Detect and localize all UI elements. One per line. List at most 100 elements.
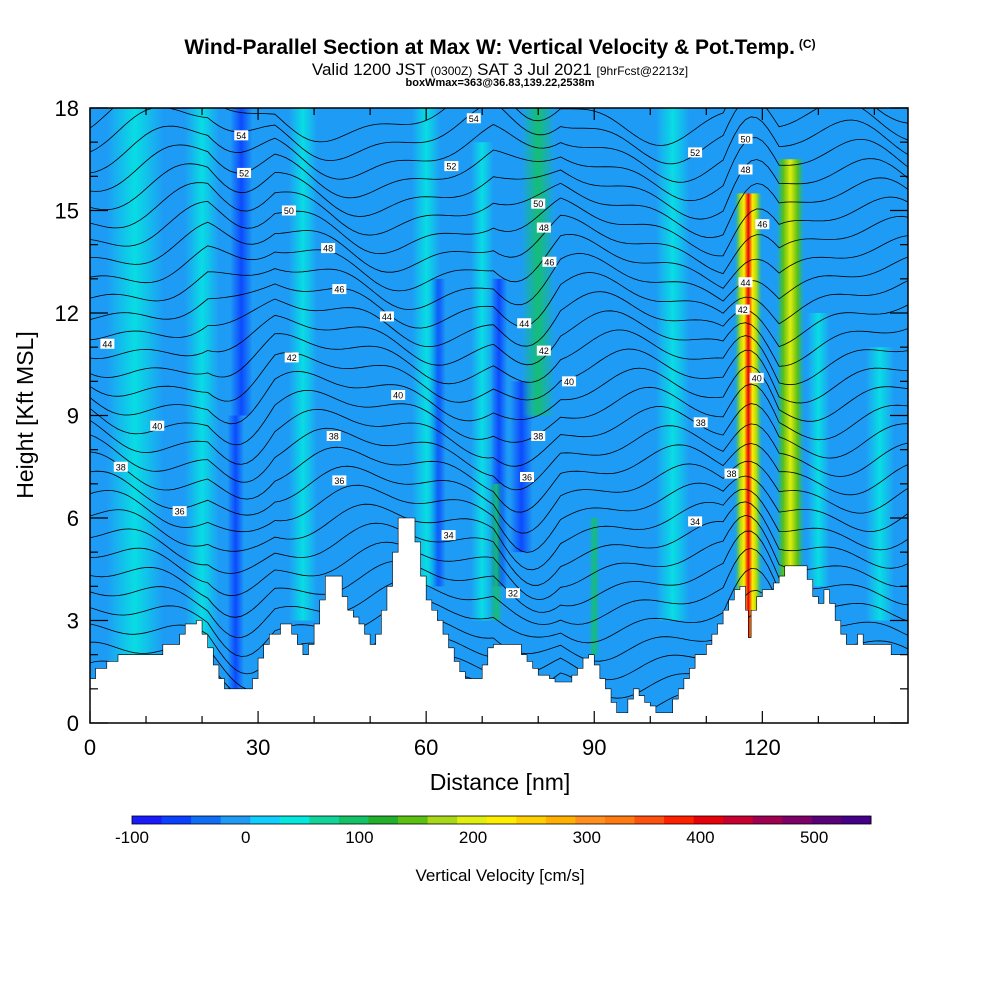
theta-contour-label: 50 (281, 205, 296, 216)
theta-contour-label: 40 (391, 390, 406, 401)
contour-label-bg (536, 345, 551, 356)
contour-label-bg (755, 219, 770, 230)
forecast-tag: [9hrFcst@2213z] (596, 64, 689, 78)
colorbar-swatch (309, 816, 340, 824)
velocity-band (412, 108, 441, 587)
theta-contour-label: 42 (735, 304, 750, 315)
theta-contour-label: 44 (738, 277, 753, 288)
contour-label-text: 44 (382, 312, 392, 322)
theta-contour (90, 108, 908, 146)
colorbar-swatch (398, 816, 429, 824)
colorbar-frame (131, 815, 872, 825)
theta-contour-label: 48 (321, 243, 336, 254)
y-tick-label: 9 (67, 404, 79, 429)
colorbar-swatch (338, 816, 369, 824)
colorbar-swatch (427, 816, 458, 824)
y-tick-label: 3 (67, 609, 79, 634)
theta-contour (90, 253, 908, 310)
contour-label-bg (326, 431, 341, 441)
contour-label-text: 40 (152, 421, 162, 431)
theta-contour-label: 46 (332, 284, 347, 295)
contour-label-bg (517, 318, 532, 329)
contour-label-text: 50 (741, 134, 751, 144)
velocity-field: 54 52 50 48 46 44 44 42 40 40 38 38 36 36 34 32 54 52 50 48… (90, 108, 908, 723)
colorbar-swatch (220, 816, 251, 824)
colorbar-swatch (723, 816, 754, 824)
theta-contour-label: 52 (237, 167, 252, 178)
contour-label-bg (749, 372, 764, 383)
contour-label-text: 44 (519, 319, 529, 329)
velocity-band (227, 415, 245, 689)
contour-label-bg (688, 147, 703, 158)
contour-label-bg (332, 284, 347, 295)
velocity-band (776, 159, 805, 604)
contour-label-bg (444, 161, 459, 172)
contour-label-text: 52 (446, 162, 456, 172)
theta-contour-label: 40 (749, 372, 764, 383)
theta-contour-label: 44 (517, 318, 532, 329)
contour-label-text: 44 (741, 278, 751, 288)
contour-label-text: 46 (544, 257, 554, 267)
theta-contour (90, 475, 908, 553)
colorbar-swatch (604, 816, 636, 824)
colorbar-tick-label: -100 (115, 828, 149, 847)
contour-label-text: 38 (727, 469, 737, 479)
colorbar-swatch (368, 816, 399, 824)
theta-contour (90, 547, 908, 638)
colorbar-tick-label: 100 (345, 828, 373, 847)
contour-label-text: 42 (287, 353, 297, 363)
contour-label-text: 36 (334, 476, 344, 486)
contour-label-bg (506, 588, 521, 599)
chart-title: Wind-Parallel Section at Max W: Vertical… (184, 36, 816, 59)
contour-label-bg (281, 205, 296, 216)
theta-contour (90, 137, 908, 202)
theta-contour (90, 214, 908, 275)
theta-contour (90, 329, 908, 386)
contour-label-bg (113, 461, 128, 472)
colorbar-swatch (486, 816, 517, 824)
x-tick-label: 30 (246, 735, 270, 760)
y-tick-label: 0 (67, 711, 79, 736)
theta-contour (90, 567, 908, 657)
terrain-profile (90, 517, 908, 723)
colorbar-swatch (545, 816, 576, 824)
colorbar-swatch (132, 816, 163, 824)
velocity-band (288, 108, 317, 621)
theta-contour-label: 48 (738, 164, 753, 175)
theta-contour-label: 54 (234, 130, 249, 141)
theta-contour-label: 44 (379, 311, 394, 322)
theta-contour-label: 52 (444, 161, 459, 172)
contour-label-text: 36 (522, 473, 532, 483)
contour-label-bg (735, 304, 750, 315)
contour-label-bg (531, 431, 546, 441)
colorbar-swatch (575, 816, 606, 824)
theta-contour-label: 36 (172, 506, 187, 517)
y-tick-label: 6 (67, 506, 79, 531)
contour-label-text: 34 (444, 531, 454, 541)
theta-contour-label: 46 (542, 256, 557, 267)
contour-label-bg (234, 130, 249, 141)
contour-label-bg (738, 277, 753, 288)
theta-contour (90, 196, 908, 257)
theta-contour (90, 488, 908, 571)
contour-label-bg (520, 472, 535, 482)
velocity-band (106, 108, 163, 723)
colorbar-swatch (782, 816, 813, 824)
colorbar-swatch (161, 816, 192, 824)
contour-label-text: 40 (393, 391, 403, 401)
contour-label-text: 38 (329, 432, 339, 442)
theta-contour-label: 46 (755, 219, 770, 230)
colorbar: -100 0 100 200 300 400 500 (115, 815, 872, 847)
contour-label-bg (738, 133, 753, 144)
x-tick-label: 0 (84, 735, 96, 760)
contour-label-text: 38 (696, 418, 706, 428)
colorbar-swatch (250, 816, 281, 824)
contour-label-text: 50 (533, 199, 543, 209)
contour-label-bg (562, 376, 577, 387)
theta-contour-label: 52 (688, 147, 703, 158)
colorbar-swatch (811, 816, 842, 824)
theta-contour-label: 34 (688, 516, 703, 527)
contour-label-text: 42 (539, 346, 549, 356)
contour-label-bg (172, 506, 187, 517)
colorbar-swatch (279, 816, 310, 824)
